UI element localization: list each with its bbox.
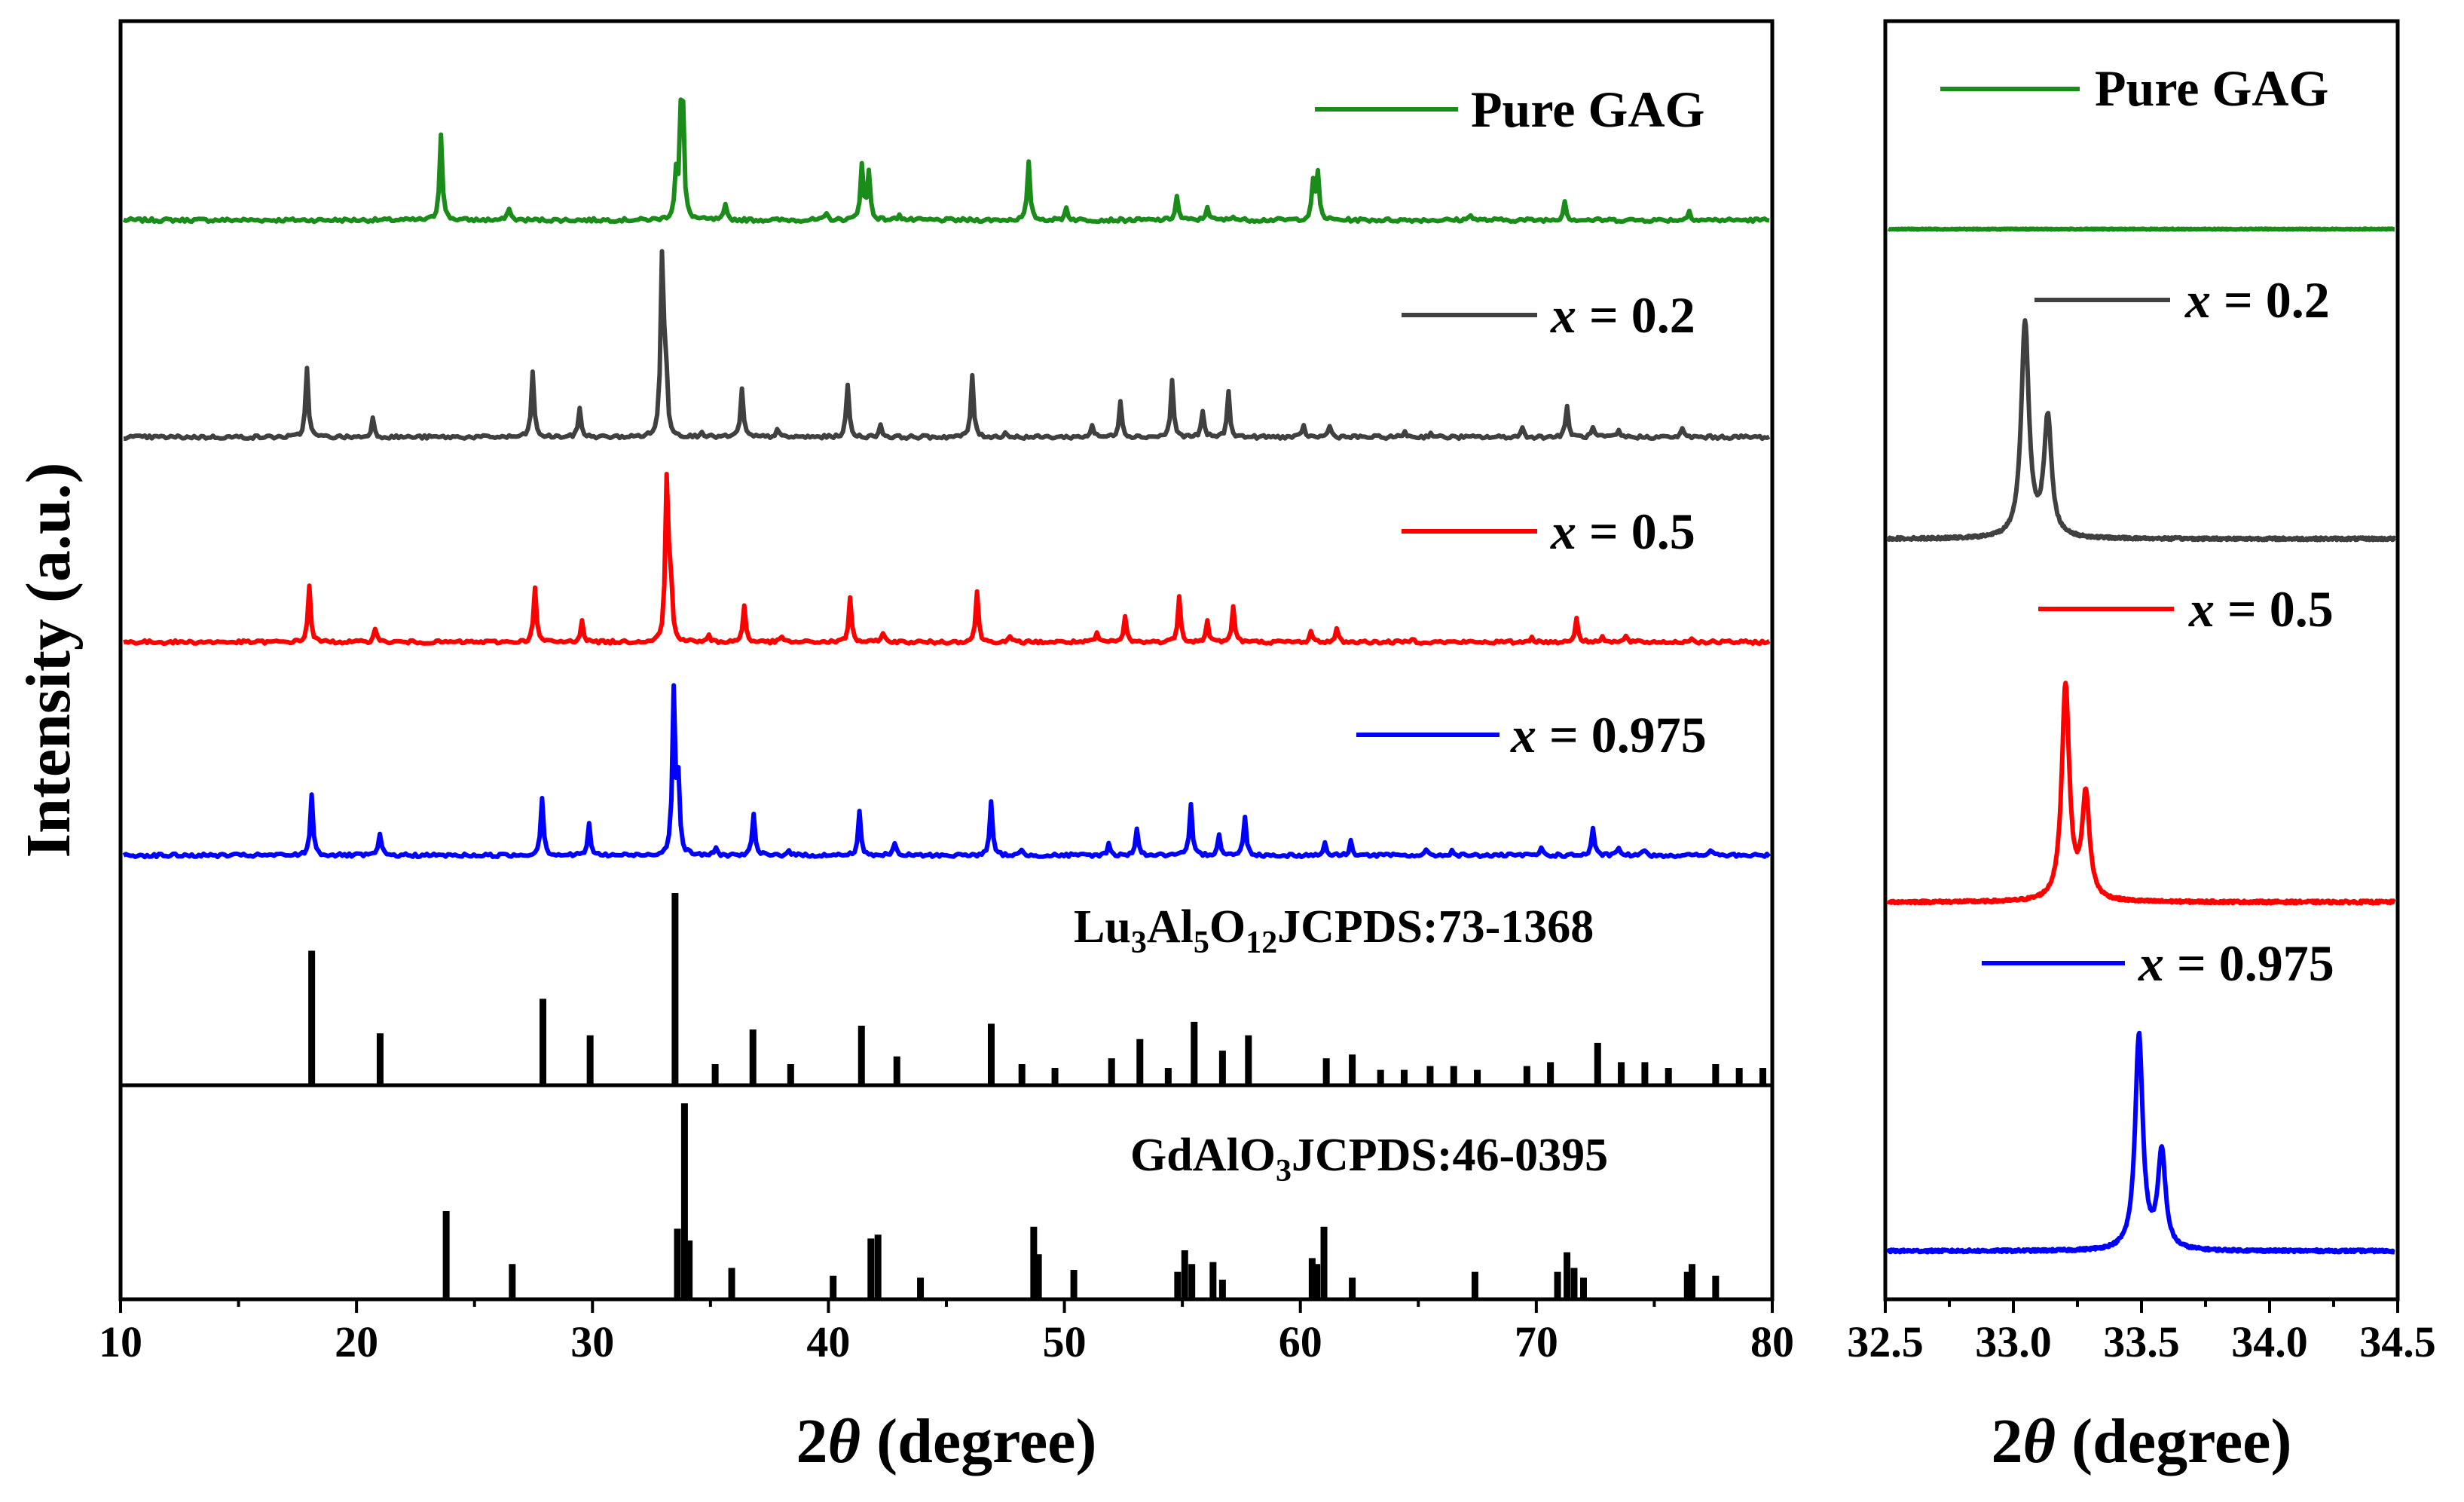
main-panel: 10 20 30 40 50 60 70 80 Pure GAG x = 0.2 x = 0.… (14, 19, 1794, 1476)
legend-var: x (2188, 580, 2215, 638)
trace-x=0.5 (123, 472, 1771, 647)
zoom-trace-x=0.2 (1886, 318, 2397, 543)
zoom-legend-label-x-0.5: x = 0.5 (2188, 580, 2334, 638)
ref-part: O (1209, 901, 1246, 953)
zoom-x-tick-label: 32.5 (1847, 1317, 1924, 1366)
xlabel-part: 2 (1992, 1406, 2023, 1476)
legend-var: x (2138, 935, 2164, 992)
zoom-traces (1886, 226, 2397, 1255)
legend-label-x-0.975: x = 0.975 (1510, 706, 1707, 763)
zoom-trace-PureGAG (1887, 226, 2396, 232)
x-tick-label: 30 (570, 1317, 614, 1366)
legend-var: x (1550, 503, 1576, 560)
legend-x-0.975: x = 0.975 (1356, 706, 1707, 763)
zoom-legend-label-x-0.2: x = 0.2 (2184, 271, 2330, 329)
trace-x=0.2 (123, 249, 1771, 442)
legend-value: = 0.2 (2211, 271, 2330, 329)
legend-var: x (2184, 271, 2211, 329)
zoom-x-ticks: 32.5 33.0 33.5 34.0 34.5 (1847, 1299, 2436, 1366)
zoom-legend-pure-gag: Pure GAG (1940, 60, 2328, 117)
x-tick-label: 80 (1750, 1317, 1794, 1366)
x-tick-label: 50 (1043, 1317, 1087, 1366)
x-tick-label: 20 (335, 1317, 378, 1366)
legend-var: x (1550, 286, 1576, 344)
y-axis-title: Intensity (a.u.) (14, 462, 84, 858)
x-tick-label: 40 (806, 1317, 850, 1366)
ref-sub: 12 (1246, 925, 1277, 960)
zoom-legend-label-pure-gag: Pure GAG (2095, 60, 2328, 117)
trace-PureGAG (122, 97, 1770, 225)
legend-value: = 0.5 (2215, 580, 2334, 638)
main-x-ticks: 10 20 30 40 50 60 70 80 (99, 1299, 1794, 1366)
legend-label-x-0.5: x = 0.5 (1550, 503, 1695, 560)
legend-label-pure-gag: Pure GAG (1471, 81, 1704, 138)
legend-value: = 0.975 (2164, 935, 2334, 992)
x-tick-label: 60 (1279, 1317, 1322, 1366)
zoom-legend-x-0.975: x = 0.975 (1982, 935, 2334, 992)
xlabel-part: (degree) (2056, 1406, 2291, 1476)
zoom-x-tick-label: 33.5 (2103, 1317, 2180, 1366)
xlabel-part: 2 (796, 1406, 828, 1476)
ref-part: GdAlO (1130, 1130, 1276, 1181)
zoom-legend-x-0.2: x = 0.2 (2034, 271, 2330, 329)
ref-part: Lu (1074, 901, 1131, 953)
reference-label-lu3al5o12: Lu3Al5O12JCPDS:73-1368 (1074, 901, 1594, 960)
main-plot-frame (118, 19, 1775, 1302)
zoom-x-tick-label: 34.5 (2359, 1317, 2436, 1366)
ref-part: JCPDS:46-0395 (1292, 1130, 1608, 1181)
legend-x-0.5: x = 0.5 (1402, 503, 1695, 560)
reference-label-gdalo3: GdAlO3JCPDS:46-0395 (1130, 1130, 1608, 1188)
xlabel-symbol: θ (828, 1406, 861, 1476)
zoom-x-tick-label: 34.0 (2231, 1317, 2308, 1366)
ref-sub: 3 (1276, 1154, 1292, 1188)
legend-x-0.2: x = 0.2 (1402, 286, 1695, 344)
x-tick-label: 70 (1515, 1317, 1558, 1366)
legend-pure-gag: Pure GAG (1315, 81, 1704, 138)
legend-label-x-0.2: x = 0.2 (1550, 286, 1695, 344)
legend-value: = 0.2 (1576, 286, 1695, 344)
ref-sub: 5 (1194, 925, 1209, 960)
zoom-x-tick-label: 33.0 (1975, 1317, 2052, 1366)
xlabel-part: (degree) (861, 1406, 1096, 1476)
zoom-trace-x=0.5 (1886, 681, 2396, 906)
legend-value: = 0.5 (1576, 503, 1695, 560)
zoom-legend-label-x-0.975: x = 0.975 (2138, 935, 2334, 992)
x-axis-title-main: 2θ (degree) (796, 1406, 1097, 1476)
zoom-trace-x=0.975 (1886, 1030, 2396, 1255)
ref-part: Al (1147, 901, 1194, 953)
main-traces (122, 97, 1772, 860)
xlabel-symbol: θ (2023, 1406, 2056, 1476)
x-tick-label: 10 (99, 1317, 142, 1366)
zoom-legend-x-0.5: x = 0.5 (2038, 580, 2334, 638)
legend-var: x (1510, 706, 1536, 763)
ref-part: JCPDS:73-1368 (1277, 901, 1594, 953)
reference-sticks (308, 893, 1766, 1299)
x-axis-title-zoom: 2θ (degree) (1992, 1406, 2292, 1476)
ref-sub: 3 (1131, 925, 1147, 960)
legend-value: = 0.975 (1536, 706, 1707, 763)
zoom-panel: 32.5 33.0 33.5 34.0 34.5 Pure GAG x = 0.2 x … (1847, 19, 2436, 1476)
trace-x=0.975 (122, 683, 1772, 860)
